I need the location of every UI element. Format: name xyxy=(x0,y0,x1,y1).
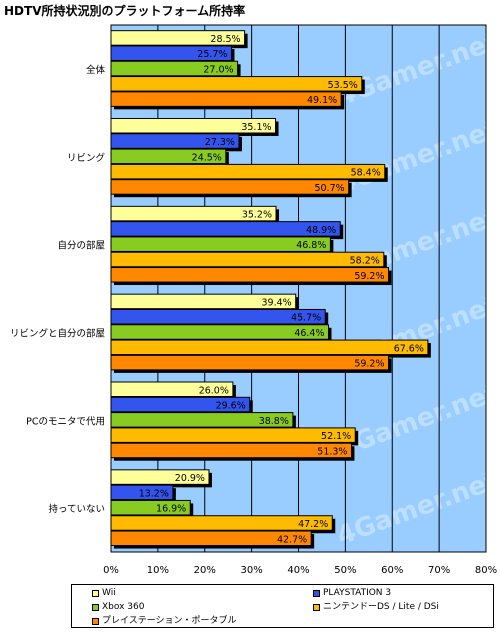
data-label: 67.6% xyxy=(394,343,424,354)
category-label: 全体 xyxy=(86,64,106,76)
bar xyxy=(110,179,350,195)
legend-swatch xyxy=(313,603,320,611)
bar xyxy=(110,484,174,501)
legend-item: Wii xyxy=(92,588,116,599)
data-label: 46.4% xyxy=(294,328,324,339)
data-label: 24.5% xyxy=(192,152,222,163)
bar xyxy=(110,267,389,283)
data-label: 28.5% xyxy=(210,34,240,45)
data-label: 47.2% xyxy=(298,519,328,530)
legend-swatch xyxy=(313,589,320,597)
bar xyxy=(110,118,277,134)
data-label: 53.5% xyxy=(328,80,358,91)
x-tick-label: 30% xyxy=(241,565,263,576)
bar xyxy=(110,91,342,107)
x-tick-label: 80% xyxy=(475,565,497,576)
x-tick-label: 0% xyxy=(103,565,119,576)
category-label: リビングと自分の部屋 xyxy=(10,327,105,339)
legend-item: PLAYSTATION 3 xyxy=(313,588,391,599)
x-tick-label: 50% xyxy=(334,565,356,576)
legend-label: ニンテンドーDS / Lite / DSi xyxy=(323,602,439,612)
data-label: 51.3% xyxy=(317,446,347,457)
bar xyxy=(110,148,227,165)
data-label: 35.2% xyxy=(242,210,272,221)
data-label: 16.9% xyxy=(156,504,186,515)
bar xyxy=(110,469,210,485)
category-label: PCのモニタで代用 xyxy=(26,416,105,427)
bar xyxy=(110,427,356,443)
data-label: 13.2% xyxy=(139,488,169,499)
bar xyxy=(110,381,234,397)
legend-swatch xyxy=(92,617,99,625)
legend-label: Wii xyxy=(102,588,116,598)
bar xyxy=(110,324,329,340)
x-tick-label: 70% xyxy=(428,565,450,576)
data-label: 29.6% xyxy=(216,401,246,412)
data-label: 27.0% xyxy=(203,65,233,76)
bar xyxy=(110,76,363,92)
data-label: 45.7% xyxy=(291,313,321,324)
bar xyxy=(110,163,386,180)
bar xyxy=(110,60,239,77)
bar xyxy=(110,499,191,516)
data-label: 42.7% xyxy=(277,534,307,545)
data-label: 50.7% xyxy=(314,183,344,194)
data-label: 26.0% xyxy=(199,385,229,396)
data-label: 58.4% xyxy=(351,168,381,179)
bar xyxy=(110,133,240,149)
legend: Wii PLAYSTATION 3 Xbox 360 ニンテンドーDS / Lite … xyxy=(71,584,494,628)
bar xyxy=(110,396,251,413)
category-label: リビング xyxy=(67,152,106,164)
chart-title: HDTV所持状況別のプラットフォーム所持率 xyxy=(4,4,246,18)
bar xyxy=(110,30,246,46)
bar xyxy=(110,412,294,428)
legend-swatch xyxy=(92,603,99,611)
legend-label: PLAYSTATION 3 xyxy=(323,588,392,598)
data-label: 48.9% xyxy=(306,225,336,236)
data-label: 46.8% xyxy=(296,240,326,251)
legend-label: プレイステーション・ポータブル xyxy=(102,616,237,626)
data-label: 59.2% xyxy=(354,271,384,282)
plot-border xyxy=(110,24,487,553)
x-tick-label: 60% xyxy=(381,565,403,576)
bar xyxy=(110,442,352,459)
bar xyxy=(110,308,326,325)
category-label: 自分の部屋 xyxy=(57,240,105,252)
data-label: 35.1% xyxy=(241,122,271,133)
x-tick-label: 20% xyxy=(194,565,216,576)
legend-item: ニンテンドーDS / Lite / DSi xyxy=(313,602,439,613)
data-label: 20.9% xyxy=(175,473,205,484)
data-label: 27.3% xyxy=(205,137,235,148)
data-label: 38.8% xyxy=(259,416,289,427)
bar xyxy=(110,293,297,310)
category-label: 持っていない xyxy=(48,503,105,515)
x-tick-label: 40% xyxy=(287,565,309,576)
bar xyxy=(110,45,232,61)
data-label: 52.1% xyxy=(321,431,351,442)
bar xyxy=(110,339,429,356)
bar xyxy=(110,236,331,252)
legend-label: Xbox 360 xyxy=(102,602,145,612)
legend-swatch xyxy=(92,589,99,597)
data-label: 58.2% xyxy=(350,255,380,266)
bar xyxy=(110,354,389,371)
x-tick-label: 10% xyxy=(147,565,169,576)
bar xyxy=(110,515,333,531)
bar xyxy=(110,251,385,268)
bar xyxy=(110,205,277,222)
data-label: 25.7% xyxy=(197,49,227,60)
bar xyxy=(110,530,312,547)
chart-svg: 4Gamer.net4Gamer.net4Gamer.net4Gamer.net… xyxy=(9,24,498,576)
bar xyxy=(110,221,341,237)
data-label: 49.1% xyxy=(307,95,337,106)
legend-item: プレイステーション・ポータブル xyxy=(92,616,237,627)
data-label: 59.2% xyxy=(354,359,384,370)
data-label: 39.4% xyxy=(262,297,292,308)
legend-item: Xbox 360 xyxy=(92,602,144,613)
